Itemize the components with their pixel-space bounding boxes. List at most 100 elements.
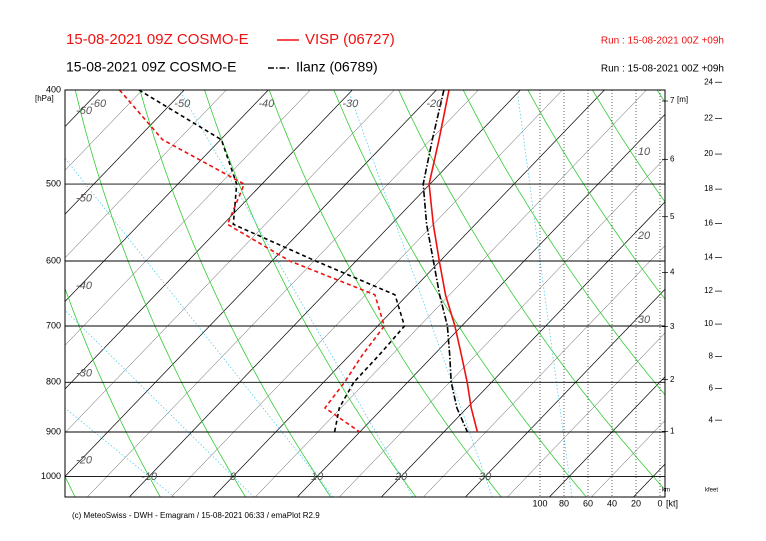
y-tick-label: 800 [46,377,61,387]
dewpoint-profile [118,90,386,433]
km-label: km [662,488,670,494]
isotherm [65,90,143,171]
y-tick-label: 900 [46,426,61,436]
height-label: [m] [677,95,688,104]
kfeet-tick-label: 8 [709,352,714,361]
wind-tick-label: 100 [532,498,547,508]
kfeet-tick-label: 4 [709,415,714,424]
km-tick-label: 3 [670,322,675,331]
run-label: Run : 15-08-2021 00Z +09h [601,36,724,47]
isotherm [65,90,269,303]
station-title: 15-08-2021 09Z COSMO-E [66,59,236,75]
x-tick-label: -10 [141,471,158,483]
kfeet-tick-label: 20 [704,149,713,158]
wind-tick-label: 40 [607,498,617,508]
x-tick-label: 30 [479,471,492,483]
adiabat-label: 30 [638,314,651,326]
wind-axis-label: [kt] [666,498,678,508]
isotherm [65,90,353,390]
isotherm [65,90,437,477]
moist-adiabat [516,90,573,497]
kfeet-label: kfeet [705,488,718,494]
isotherm [213,90,605,497]
x-tick-label-top: -20 [426,98,443,110]
dry-adiabat [65,287,161,497]
isotherm [129,90,521,497]
footer: (c) MeteoSwiss - DWH - Emagram / 15-08-2… [72,511,320,520]
x-tick-label-top: -60 [90,98,107,110]
kfeet-tick-label: 16 [704,219,713,228]
wind-tick-label: 80 [559,498,569,508]
isotherm [87,90,479,497]
y-tick-label: 600 [46,255,61,265]
isotherm-label: -40 [76,280,93,292]
profiles [118,90,479,433]
isotherm [507,332,665,497]
wind-tick-label: 0 [657,498,662,508]
wind-tick-label: 20 [631,498,641,508]
isotherm-label: -60 [76,105,93,117]
dry-adiabat [204,90,417,497]
km-tick-label: 7 [670,96,675,105]
kfeet-tick-label: 22 [704,114,713,123]
km-tick-label: 2 [670,375,675,384]
dry-adiabat [333,90,587,497]
isotherm [297,113,665,497]
isotherm [549,376,665,497]
y-tick-label: 1000 [41,471,61,481]
x-tick-label: 0 [230,471,237,483]
x-tick-label-top: -40 [258,98,275,110]
isotherm-label: -30 [76,367,93,379]
kfeet-tick-label: 24 [704,77,713,86]
kfeet-tick-label: 6 [709,384,714,393]
station-title: 15-08-2021 09Z COSMO-E [66,31,249,48]
run-label: Run : 15-08-2021 00Z +09h [601,64,724,75]
dry-adiabat [268,90,502,497]
dry-adiabat [139,90,332,497]
moist-adiabat [347,90,493,497]
isotherm-label: -50 [76,192,93,204]
dry-adiabat [527,90,665,300]
dewpoint-profile [138,90,406,433]
isotherm [65,90,311,346]
dry-adiabat [592,90,665,203]
x-tick-label: 20 [394,471,408,483]
y-tick-label: 500 [46,178,61,188]
moist-adiabat [179,90,414,497]
temperature-profile [422,90,469,433]
legend-entry: Ilanz (06789) [296,59,378,75]
grid [65,90,665,497]
plot-frame [64,89,666,498]
isotherm [381,201,665,497]
isotherm [423,245,665,497]
adiabat-label: 20 [637,230,651,242]
kfeet-tick-label: 10 [704,319,713,328]
isotherm [171,90,563,497]
y-axis-label: [hPa] [35,94,54,103]
dry-adiabat [74,90,246,497]
kfeet-tick-label: 12 [704,286,713,295]
dry-adiabat [462,90,665,396]
wind-tick-label: 60 [583,498,593,508]
x-tick-label-top: -50 [174,98,191,110]
y-tick-label: 400 [46,84,61,94]
adiabat-label: 10 [638,146,651,158]
isotherm-label: -20 [76,455,93,467]
legend-entry: VISP (06727) [305,31,395,48]
x-tick-label: 10 [311,471,324,483]
x-tick-label-top: -30 [342,98,359,110]
km-tick-label: 6 [670,155,675,164]
km-tick-label: 4 [670,267,675,276]
isotherm [339,157,665,497]
isotherm [591,420,665,497]
temperature-profile [428,90,479,433]
kfeet-tick-label: 14 [704,253,713,262]
km-tick-label: 5 [670,212,675,221]
kfeet-tick-label: 18 [704,184,713,193]
km-tick-label: 1 [670,427,675,436]
dry-adiabat [398,90,665,491]
isotherm [65,90,185,215]
